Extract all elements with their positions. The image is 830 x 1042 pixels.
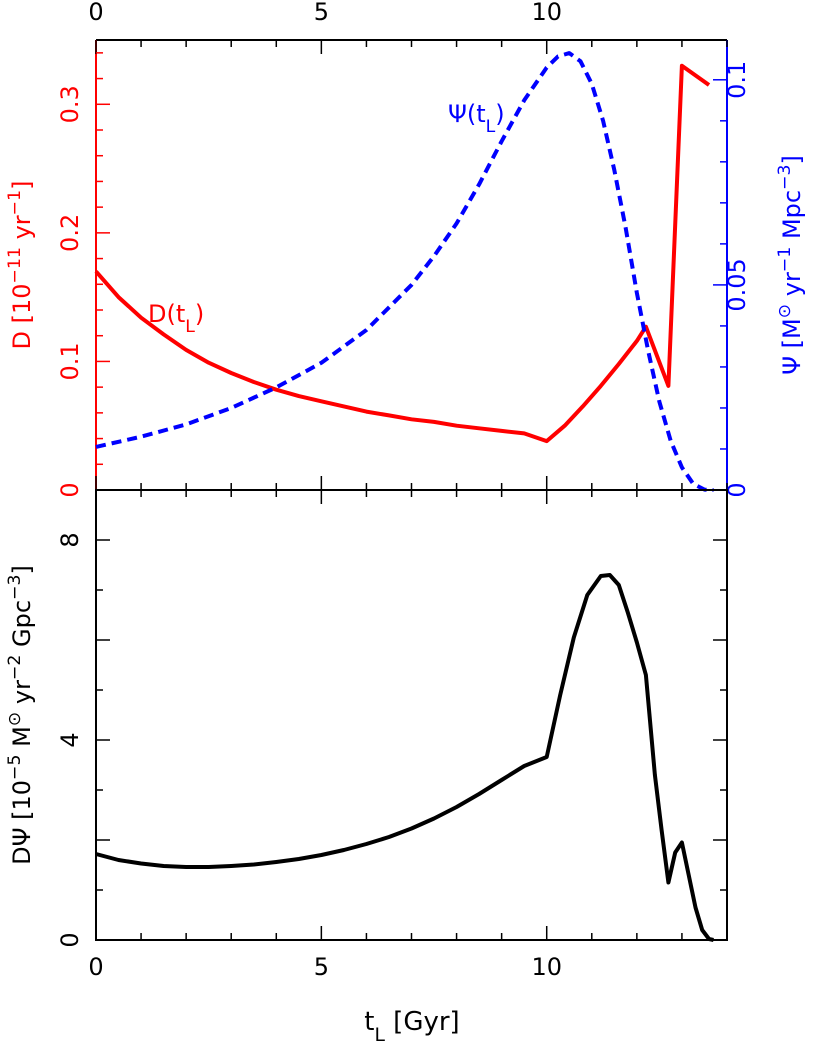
left-axis-title-part: D [10 (8, 283, 36, 349)
d-series-label-part: ) (195, 300, 204, 328)
dpsi-series-line (95, 573, 714, 942)
left-axis-title-part: −11 (5, 247, 25, 283)
bottom-x-tick-label: 0 (88, 953, 103, 981)
psi-series-label-part: Ψ(t (448, 100, 486, 128)
bottom-y-axis-title-part: ⊙ (5, 712, 25, 726)
right-axis-title: Ψ [M⊙ yr−1 Mpc−3] (775, 155, 806, 375)
right-axis-title-part: ] (778, 155, 806, 164)
bottom-y-axis-title: DΨ [10−5 M⊙ yr−2 Gpc−3] (5, 565, 36, 865)
d-series-label-part: D(t (148, 300, 185, 328)
right-axis-title-part: −1 (775, 247, 795, 272)
bottom-panel: 0 5 10 0 4 8 DΨ [10−5 M⊙ yr−2 Gpc−3] tL [Gyr] (5, 489, 728, 1042)
left-axis-tick-label: 0.1 (56, 342, 84, 380)
bottom-y-axis-title-part: M (8, 726, 36, 754)
left-axis-tick-label: 0.2 (56, 214, 84, 252)
right-axis-title-part: Mpc (778, 190, 806, 247)
psi-series-label: Ψ(tL) (448, 100, 505, 137)
x-axis-title-part: t (364, 1007, 374, 1037)
psi-series-label-part: L (486, 117, 496, 137)
right-axis-tick-label: 0 (723, 482, 751, 497)
bottom-y-tick-label: 0 (56, 932, 84, 947)
bottom-x-tick-label: 5 (314, 953, 329, 981)
psi-series-label-part: ) (495, 100, 504, 128)
d-series-line (94, 63, 711, 444)
psi-series-line (95, 51, 714, 492)
x-axis-title-part: L (375, 1025, 386, 1042)
bottom-y-axis-title-part: −5 (5, 755, 25, 780)
right-axis-title-part: ⊙ (775, 304, 795, 318)
bottom-y-axis-title-part: DΨ [10 (8, 780, 36, 865)
d-series-label: D(tL) (148, 300, 204, 337)
right-axis-title-part: Ψ [M (778, 318, 806, 375)
bottom-x-tick-label: 10 (531, 953, 562, 981)
bottom-y-axis-title-part: yr (8, 680, 36, 712)
bottom-y-axis-title-part: −2 (5, 655, 25, 680)
left-axis-title-part: ] (8, 181, 36, 190)
right-axis-title-part: yr (778, 272, 806, 304)
top-x-tick-label: 5 (314, 0, 329, 26)
right-axis-tick-label: 0.1 (723, 61, 751, 99)
left-axis-title-part: yr (8, 215, 36, 247)
bottom-y-axis-title-part: −3 (5, 574, 25, 599)
x-axis-title-part: [Gyr] (385, 1007, 460, 1037)
right-axis-tick-label: 0.05 (723, 258, 751, 311)
left-axis-title-part: −1 (5, 190, 25, 215)
top-x-tick-label: 0 (88, 0, 103, 26)
right-axis-title-part: −3 (775, 164, 795, 189)
bottom-y-tick-label: 4 (56, 732, 84, 747)
top-x-tick-label: 10 (531, 0, 562, 26)
d-series-label-part: L (185, 317, 195, 337)
left-axis-title: D [10−11 yr−1] (5, 181, 36, 350)
left-axis-tick-label: 0.3 (56, 85, 84, 123)
bottom-y-tick-label: 8 (56, 532, 84, 547)
left-axis-tick-label: 0 (56, 482, 84, 497)
bottom-y-axis-title-part: ] (8, 565, 36, 574)
bottom-frame (95, 489, 728, 941)
x-axis-title: tL [Gyr] (364, 1007, 459, 1042)
bottom-y-axis-title-part: Gpc (8, 600, 36, 655)
